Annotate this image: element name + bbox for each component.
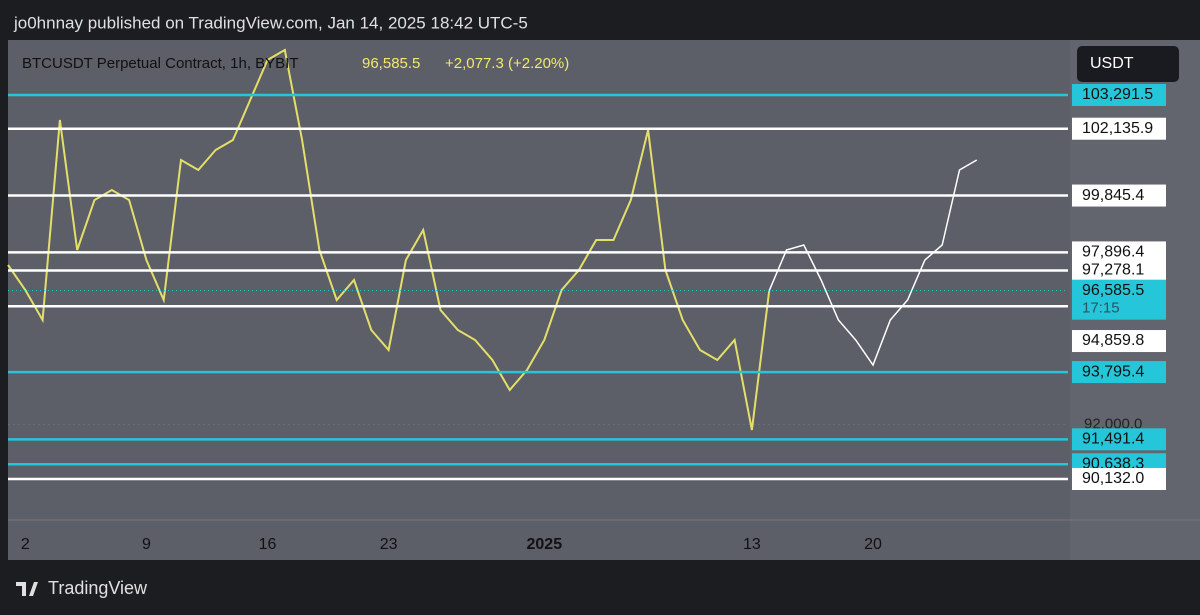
currency[interactable]: USDT xyxy=(1090,55,1134,72)
level-label-box xyxy=(1072,330,1166,353)
level-label: 97,278.1 xyxy=(1082,262,1144,279)
level-label-box xyxy=(1072,259,1166,282)
x-tick-label: 13 xyxy=(743,536,761,553)
x-tick-label: 9 xyxy=(142,536,151,553)
level-label-box xyxy=(1072,428,1166,451)
plot-area xyxy=(8,40,1070,560)
currency-button[interactable] xyxy=(1077,46,1179,82)
header: jo0hnnay published on TradingView.com, J… xyxy=(13,13,528,32)
plot xyxy=(7,48,1068,481)
x-tick-label: 23 xyxy=(380,536,398,553)
logo xyxy=(16,582,38,596)
level-label: 93,795.4 xyxy=(1082,363,1144,380)
last-price-box xyxy=(1072,279,1166,320)
change: +2,077.3 (+2.20%) xyxy=(445,55,569,72)
level-label-box xyxy=(1072,241,1166,264)
x-tick-label: 20 xyxy=(864,536,882,553)
level-label: 91,491.4 xyxy=(1082,431,1144,448)
footer: TradingView xyxy=(48,578,148,598)
x-tick-label: 2025 xyxy=(527,536,563,553)
level-label: 94,859.8 xyxy=(1082,332,1144,349)
logo-icon xyxy=(16,582,38,596)
level-label: 102,135.9 xyxy=(1082,120,1153,137)
level-label-box xyxy=(1072,117,1166,140)
x-tick-label: 16 xyxy=(259,536,277,553)
price: 96,585.5 xyxy=(362,55,420,72)
level-label-box xyxy=(1072,83,1166,106)
level-label: 97,896.4 xyxy=(1082,244,1144,261)
y-tick-label: 92,000.0 xyxy=(1084,415,1142,432)
level-label-box xyxy=(1072,184,1166,207)
countdown: 17:15 xyxy=(1082,300,1120,317)
x-tick-label: 2 xyxy=(21,536,30,553)
level-label-box xyxy=(1072,467,1166,490)
level-label-box xyxy=(1072,361,1166,384)
level-label: 99,845.4 xyxy=(1082,187,1144,204)
price-line xyxy=(768,159,978,367)
last-price-label: 96,585.5 xyxy=(1082,282,1144,299)
symbol: BTCUSDT Perpetual Contract, 1h, BYBIT xyxy=(22,55,299,72)
level-label: 90,132.0 xyxy=(1082,470,1144,487)
level-label: 103,291.5 xyxy=(1082,86,1153,103)
price-line xyxy=(7,48,771,431)
